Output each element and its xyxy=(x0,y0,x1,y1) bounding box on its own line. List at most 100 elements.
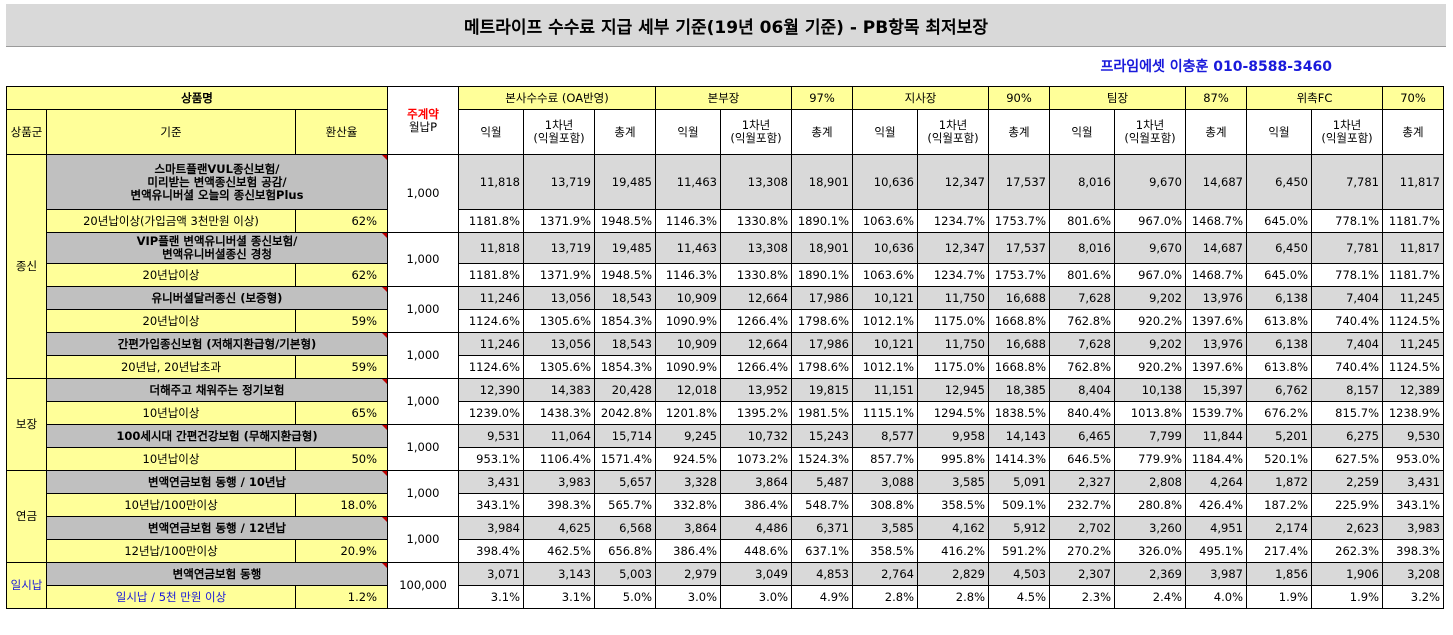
commission-value: 13,976 xyxy=(1185,286,1247,310)
commission-pct: 1090.9% xyxy=(655,355,721,379)
commission-value: 12,347 xyxy=(917,154,989,210)
commission-value: 9,245 xyxy=(655,424,721,448)
commission-value: 13,952 xyxy=(720,378,792,402)
sub-header-first: 1차년 (익월포함) xyxy=(1311,109,1383,155)
commission-value: 3,983 xyxy=(523,470,595,494)
commission-pct: 920.2% xyxy=(1114,355,1186,379)
commission-value: 6,450 xyxy=(1246,232,1312,264)
page-title: 메트라이프 수수료 지급 세부 기준(19년 06월 기준) - PB항목 최저… xyxy=(6,4,1446,47)
product-name-header: 상품명 xyxy=(6,86,388,110)
commission-value: 17,986 xyxy=(791,332,853,356)
commission-value: 6,138 xyxy=(1246,332,1312,356)
commission-pct: 1330.8% xyxy=(720,263,792,287)
product-name-line: VIP플랜 변액유니버셜 종신보험/ xyxy=(136,234,298,248)
rate-cell: 20.9% xyxy=(295,539,388,563)
product-row: 유니버셜달러종신 (보증형) 1,000 11,246 13,056 18,543 10,… xyxy=(7,286,1444,333)
sub-header-wol: 익월 xyxy=(1246,109,1312,155)
commission-pct: 1266.4% xyxy=(720,309,792,333)
commission-value: 6,138 xyxy=(1246,286,1312,310)
commission-pct: 1234.7% xyxy=(917,209,989,233)
commission-value: 18,543 xyxy=(594,332,656,356)
tier-pct: 97% xyxy=(791,86,853,110)
commission-value: 3,585 xyxy=(917,470,989,494)
commission-value: 10,121 xyxy=(852,286,918,310)
commission-value: 13,308 xyxy=(720,232,792,264)
commission-value: 10,732 xyxy=(720,424,792,448)
tier-header: 본부장 xyxy=(655,86,792,110)
commission-pct: 3.0% xyxy=(655,585,721,609)
commission-pct: 386.4% xyxy=(720,493,792,517)
commission-value: 6,762 xyxy=(1246,378,1312,402)
commission-pct: 1063.6% xyxy=(852,263,918,287)
commission-pct: 1838.5% xyxy=(988,401,1050,425)
product-row: 변액연금보험 동행 / 12년납 1,000 3,984 4,625 6,568 3,86… xyxy=(7,516,1444,563)
commission-pct: 1854.3% xyxy=(594,309,656,333)
comment-marker-icon xyxy=(382,425,387,430)
commission-pct: 1571.4% xyxy=(594,447,656,471)
commission-pct: 2.8% xyxy=(852,585,918,609)
commission-value: 5,487 xyxy=(791,470,853,494)
commission-pct: 1181.7% xyxy=(1382,209,1444,233)
commission-pct: 4.5% xyxy=(988,585,1050,609)
commission-value: 9,670 xyxy=(1114,232,1186,264)
commission-pct: 1.9% xyxy=(1246,585,1312,609)
group-header: 상품군 xyxy=(6,109,47,155)
product-pct-row: 10년납이상 50% 953.1% 1106.4% 1571.4% 924.5% 1073.… xyxy=(7,447,1444,471)
sub-header-wol: 익월 xyxy=(655,109,721,155)
commission-value: 2,259 xyxy=(1311,470,1383,494)
contact-info: 프라임에셋 이충훈 010-8588-3460 xyxy=(1100,59,1332,75)
commission-value: 3,431 xyxy=(458,470,524,494)
comment-marker-icon xyxy=(382,287,387,292)
sub-header-first-l1: 1차년 xyxy=(544,118,574,132)
tier-pct: 87% xyxy=(1185,86,1247,110)
commission-value: 13,719 xyxy=(523,232,595,264)
rate-cell: 62% xyxy=(295,263,388,287)
commission-pct: 1753.7% xyxy=(988,209,1050,233)
commission-pct: 398.4% xyxy=(458,539,524,563)
commission-value: 3,585 xyxy=(852,516,918,540)
commission-pct: 4.0% xyxy=(1185,585,1247,609)
product-name: 변액연금보험 동행 / 10년납 xyxy=(46,470,388,494)
commission-value: 7,404 xyxy=(1311,332,1383,356)
commission-pct: 1012.1% xyxy=(852,309,918,333)
commission-pct: 613.8% xyxy=(1246,355,1312,379)
commission-pct: 1468.7% xyxy=(1185,209,1247,233)
commission-pct: 1106.4% xyxy=(523,447,595,471)
sub-header-first-l2: (익월포함) xyxy=(1124,131,1176,145)
commission-pct: 5.0% xyxy=(594,585,656,609)
commission-value: 7,404 xyxy=(1311,286,1383,310)
product-pct-row: 20년납이상 59% 1124.6% 1305.6% 1854.3% 1090.9% 126… xyxy=(7,309,1444,333)
product-name: 유니버셜달러종신 (보증형) xyxy=(46,286,388,310)
criteria-cell: 20년납이상 xyxy=(46,309,296,333)
commission-value: 16,688 xyxy=(988,286,1050,310)
commission-value: 8,157 xyxy=(1311,378,1383,402)
commission-value: 8,016 xyxy=(1049,232,1115,264)
commission-value: 4,951 xyxy=(1185,516,1247,540)
commission-pct: 1063.6% xyxy=(852,209,918,233)
rate-cell: 59% xyxy=(295,309,388,333)
commission-pct: 1798.6% xyxy=(791,309,853,333)
comment-marker-icon xyxy=(382,155,387,160)
commission-pct: 1175.0% xyxy=(917,355,989,379)
sub-header-first: 1차년 (익월포함) xyxy=(720,109,792,155)
commission-value: 19,485 xyxy=(594,232,656,264)
product-pct-row: 일시납 / 5천 만원 이상 1.2% 3.1% 3.1% 5.0% 3.0% 3.0% 4.… xyxy=(7,585,1444,609)
commission-pct: 509.1% xyxy=(988,493,1050,517)
commission-value: 2,829 xyxy=(917,562,989,586)
commission-pct: 217.4% xyxy=(1246,539,1312,563)
criteria-cell: 20년납이상(가입금액 3천만원 이상) xyxy=(46,209,296,233)
commission-pct: 3.2% xyxy=(1382,585,1444,609)
commission-value: 6,275 xyxy=(1311,424,1383,448)
commission-pct: 1266.4% xyxy=(720,355,792,379)
commission-pct: 953.1% xyxy=(458,447,524,471)
commission-pct: 2.4% xyxy=(1114,585,1186,609)
commission-value: 11,246 xyxy=(458,332,524,356)
commission-pct: 637.1% xyxy=(791,539,853,563)
criteria-cell: 10년납이상 xyxy=(46,447,296,471)
commission-value: 12,018 xyxy=(655,378,721,402)
commission-pct: 740.4% xyxy=(1311,309,1383,333)
commission-pct: 2.3% xyxy=(1049,585,1115,609)
commission-pct: 676.2% xyxy=(1246,401,1312,425)
product-row: VIP플랜 변액유니버셜 종신보험/변액유니버셜종신 경청 1,000 11,818… xyxy=(7,232,1444,287)
commission-value: 2,979 xyxy=(655,562,721,586)
